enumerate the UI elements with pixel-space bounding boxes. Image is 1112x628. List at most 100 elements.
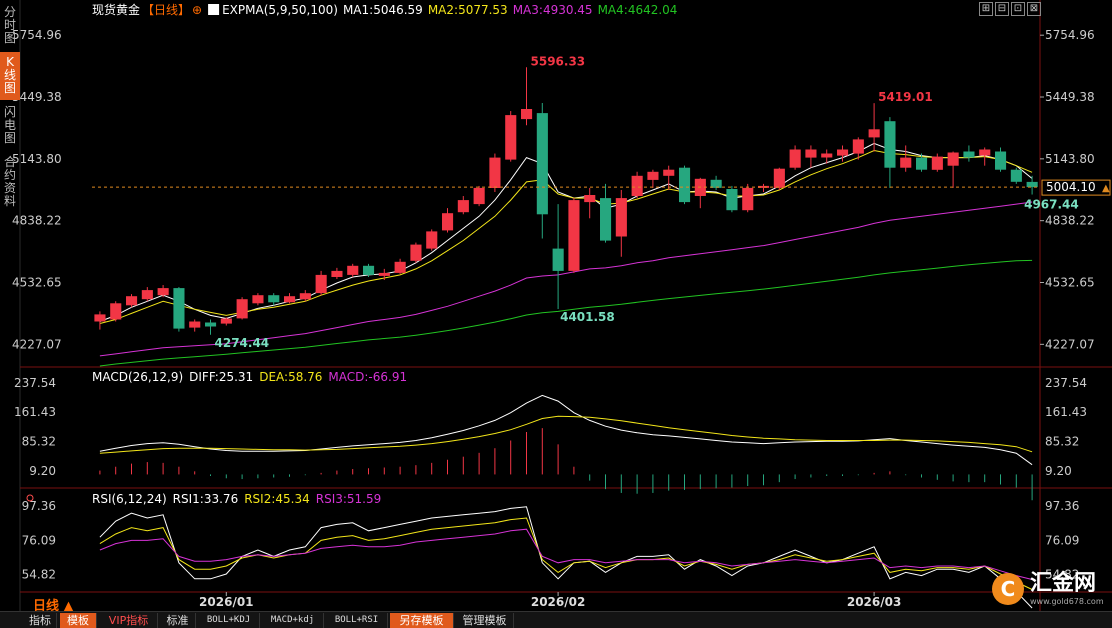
- logo: C 汇金网 www.gold678.com: [992, 569, 1109, 609]
- rsi-axis-label: 97.36: [1045, 499, 1079, 513]
- boll-rsi-button[interactable]: BOLL+RSI: [326, 613, 388, 628]
- candle-body: [410, 244, 422, 261]
- candle-body: [789, 149, 801, 168]
- candle-body: [126, 296, 138, 306]
- add-symbol-icon: ⊕: [192, 3, 202, 17]
- candle-body: [647, 171, 659, 180]
- boll-kdj-button[interactable]: BOLL+KDJ: [198, 613, 260, 628]
- candle-body: [837, 149, 849, 156]
- candle-body: [394, 261, 406, 273]
- macd-axis-label-left: 9.20: [29, 464, 56, 478]
- annotation-low: 4401.58: [560, 310, 615, 324]
- save-template-button[interactable]: 另存模板: [390, 613, 454, 628]
- price-axis-label: 5754.96: [1045, 28, 1095, 42]
- candle-body: [521, 109, 533, 120]
- candle-body: [773, 168, 785, 188]
- price-axis-label-left: 4838.22: [12, 214, 62, 228]
- macd-axis-label-left: 161.43: [14, 405, 56, 419]
- macd-axis-label: 161.43: [1045, 405, 1087, 419]
- candle-body: [600, 198, 612, 241]
- candle-body: [315, 274, 327, 294]
- price-axis-label-left: 4227.07: [12, 337, 62, 351]
- indicator-icon: [208, 4, 220, 15]
- price-axis-label: 5143.80: [1045, 152, 1095, 166]
- zoom-in-icon[interactable]: ⊞: [979, 2, 993, 16]
- candle-body: [1010, 169, 1022, 182]
- annotation-last-low: 4967.44: [1024, 198, 1079, 212]
- indicator-button[interactable]: 指标: [24, 613, 57, 628]
- candle-body: [679, 167, 691, 203]
- rsi-line-rsi3: [99, 528, 1033, 580]
- vip-indicator-button[interactable]: VIP指标: [100, 613, 158, 628]
- rsi-axis-label-left: 76.09: [22, 533, 56, 547]
- candle-body: [268, 295, 280, 303]
- candle-body: [868, 129, 880, 138]
- tab-timeshare[interactable]: 分时图: [0, 2, 20, 50]
- rsi-axis-label-left: 54.82: [22, 567, 56, 581]
- tab-timeshare-label: 分时图: [3, 5, 16, 45]
- macd-dea-line: [99, 415, 1033, 454]
- manage-template-button[interactable]: 管理模板: [456, 613, 514, 628]
- zoom-out-icon[interactable]: ⊟: [995, 2, 1009, 16]
- price-axis-label-left: 5754.96: [12, 28, 62, 42]
- logo-url: www.gold678.com: [1030, 597, 1104, 606]
- rsi1-value: RSI1:33.76: [173, 492, 239, 506]
- header-ma3: MA3:4930.45: [513, 3, 593, 17]
- macd-diff-line: [99, 394, 1033, 466]
- macd-axis-label-left: 85.32: [22, 435, 56, 449]
- macd-diff-value: DIFF:25.31: [189, 370, 253, 384]
- window-icon[interactable]: ⊡: [1011, 2, 1025, 16]
- candle-body: [363, 265, 375, 275]
- tab-contract-info-label: 合约资料: [3, 155, 16, 208]
- price-axis-label-left: 4532.65: [12, 276, 62, 290]
- candle-body: [189, 321, 201, 328]
- rsi-line-rsi1: [99, 506, 1033, 609]
- tab-contract-info[interactable]: 合约资料: [0, 152, 20, 212]
- macd-value: MACD:-66.91: [328, 370, 407, 384]
- tab-kline[interactable]: K线图: [0, 52, 20, 100]
- candle-body: [536, 113, 548, 215]
- template-button[interactable]: 模板: [60, 613, 97, 628]
- candle-body: [110, 303, 122, 320]
- rsi3-value: RSI3:51.59: [316, 492, 382, 506]
- candle-body: [94, 314, 106, 322]
- standard-button[interactable]: 标准: [160, 613, 196, 628]
- price-axis-label: 4838.22: [1045, 214, 1095, 228]
- current-price-arrow-icon: ▲: [1102, 183, 1110, 194]
- candle-body: [742, 187, 754, 211]
- rsi-axis-label-left: 97.36: [22, 499, 56, 513]
- macd-axis-label: 9.20: [1045, 464, 1072, 478]
- rsi2-value: RSI2:45.34: [244, 492, 310, 506]
- tab-flash-chart-label: 闪电图: [3, 105, 16, 145]
- candle-body: [931, 156, 943, 170]
- candle-body: [252, 295, 264, 304]
- candle-body: [173, 288, 185, 329]
- candle-body: [963, 151, 975, 158]
- candle-body: [663, 169, 675, 176]
- candle-body: [758, 185, 770, 188]
- period-selector[interactable]: 日线 ▲: [33, 599, 74, 614]
- rsi-axis-label: 76.09: [1045, 533, 1079, 547]
- current-price-label: 5004.10: [1046, 180, 1096, 194]
- candle-body: [141, 290, 153, 300]
- candle-body: [947, 152, 959, 166]
- rsi-settings-icon: [26, 494, 34, 502]
- tab-flash-chart[interactable]: 闪电图: [0, 102, 20, 150]
- candle-body: [347, 265, 359, 275]
- candle-body: [916, 157, 928, 170]
- bottom-toolbar: 指标 模板 VIP指标 标准 BOLL+KDJ MACD+kdj BOLL+RS…: [0, 611, 1112, 628]
- macd-dea-value: DEA:58.76: [259, 370, 322, 384]
- fullscreen-icon[interactable]: ⊠: [1027, 2, 1041, 16]
- macd-kdj-button[interactable]: MACD+kdj: [262, 613, 324, 628]
- macd-name: MACD(26,12,9): [92, 370, 183, 384]
- candle-body: [157, 288, 169, 296]
- rsi-name: RSI(6,12,24): [92, 492, 167, 506]
- annotation-high2: 5419.01: [878, 90, 933, 104]
- candle-body: [710, 179, 722, 188]
- candle-body: [726, 189, 738, 211]
- header-indicator: EXPMA(5,9,50,100): [222, 3, 338, 17]
- ma-line-ma3: [99, 201, 1033, 357]
- logo-mark-icon: C: [992, 573, 1024, 605]
- candle-body: [979, 149, 991, 156]
